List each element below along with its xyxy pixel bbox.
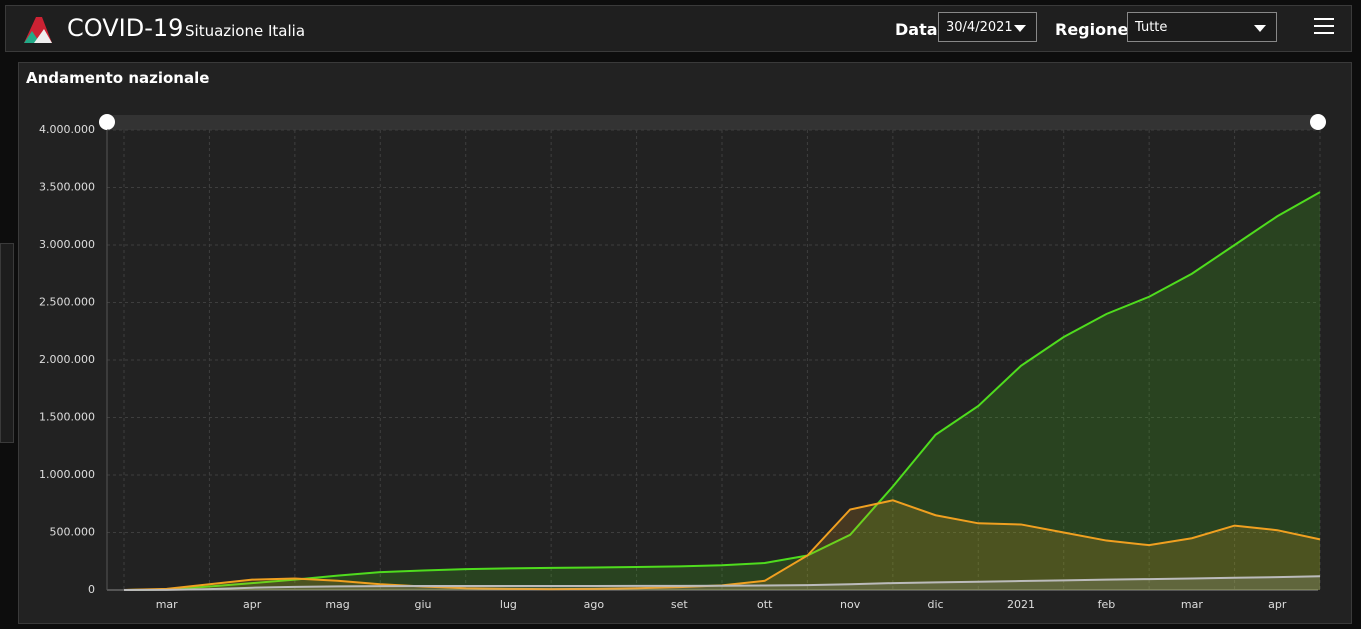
region-label: Regione <box>1055 20 1129 39</box>
logo <box>24 17 52 43</box>
y-tick-label: 2.000.000 <box>39 353 95 366</box>
x-tick-label: ott <box>757 598 773 611</box>
app-title: COVID-19 <box>67 14 184 42</box>
x-tick-label: nov <box>840 598 861 611</box>
y-tick-label: 3.500.000 <box>39 181 95 194</box>
y-tick-label: 1.500.000 <box>39 411 95 424</box>
chart-panel <box>18 62 1352 624</box>
y-tick-label: 4.000.000 <box>39 123 95 136</box>
x-tick-label: ago <box>584 598 605 611</box>
y-tick-label: 1.000.000 <box>39 468 95 481</box>
slider-handle[interactable] <box>99 114 115 130</box>
x-tick-label: set <box>671 598 688 611</box>
menu-button[interactable] <box>1314 18 1334 39</box>
x-tick-label: 2021 <box>1007 598 1035 611</box>
y-tick-label: 2.500.000 <box>39 296 95 309</box>
x-tick-label: mag <box>325 598 349 611</box>
x-tick-label: apr <box>243 598 262 611</box>
x-tick-label: mar <box>156 598 178 611</box>
series-line <box>123 575 1321 591</box>
panel-title: Andamento nazionale <box>26 69 210 87</box>
y-tick-label: 500.000 <box>50 526 96 539</box>
y-tick-label: 3.000.000 <box>39 238 95 251</box>
x-tick-label: dic <box>928 598 944 611</box>
region-select[interactable]: Tutte <box>1127 12 1277 42</box>
series-area <box>124 500 1320 590</box>
x-tick-label: lug <box>500 598 517 611</box>
x-tick-label: apr <box>1268 598 1287 611</box>
side-toggle[interactable] <box>0 243 14 443</box>
x-tick-label: giu <box>414 598 431 611</box>
slider-handle[interactable] <box>1310 114 1326 130</box>
y-tick-label: 0 <box>88 583 95 596</box>
x-tick-label: feb <box>1098 598 1116 611</box>
series-line <box>123 191 1321 591</box>
date-label: Data <box>895 20 938 39</box>
x-tick-label: mar <box>1181 598 1203 611</box>
top-bar: COVID-19 Situazione Italia Data 30/4/202… <box>5 5 1352 52</box>
series-area <box>124 192 1320 590</box>
date-select[interactable]: 30/4/2021 <box>938 12 1037 42</box>
range-slider[interactable] <box>107 115 1318 130</box>
app-subtitle: Situazione Italia <box>185 22 306 40</box>
